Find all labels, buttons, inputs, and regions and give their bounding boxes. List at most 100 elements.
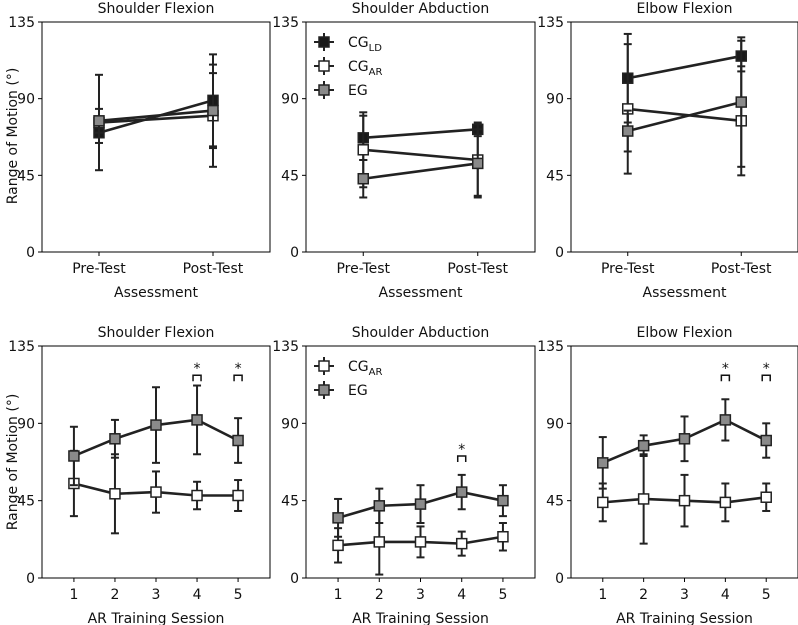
data-point	[455, 486, 468, 498]
data-point	[678, 433, 691, 445]
y-tick-label: 135	[272, 15, 299, 31]
data-point	[191, 489, 203, 502]
series-eg	[357, 128, 484, 199]
series-eg	[93, 72, 219, 150]
series-line	[363, 148, 478, 162]
legend: CGAR EG	[314, 357, 382, 399]
legend-label: EG	[348, 383, 368, 399]
y-axis-label-top: Range of Motion (°)	[5, 68, 21, 205]
legend-entry-cg_ld: CGLD	[314, 33, 382, 54]
data-point	[232, 489, 244, 502]
series-line	[98, 109, 214, 123]
data-point	[150, 419, 162, 431]
y-tick-label: 135	[8, 339, 35, 355]
data-point	[93, 115, 105, 127]
legend-swatch-marker	[318, 84, 330, 96]
data-point	[760, 491, 772, 503]
legend-entry-cg_ar: CGAR	[314, 57, 382, 78]
chart-title: Shoulder Flexion	[98, 1, 215, 17]
data-point	[637, 493, 650, 505]
x-axis-label: Assessment	[114, 285, 198, 301]
x-axis-label: Assessment	[379, 285, 463, 301]
series-line	[627, 100, 742, 133]
x-axis-label: AR Training Session	[352, 611, 489, 625]
x-tick-label: 2	[110, 587, 119, 603]
legend-swatch-marker	[318, 60, 330, 72]
series-line	[627, 107, 742, 123]
y-tick-label: 0	[26, 245, 35, 261]
y-tick-label: 135	[8, 15, 35, 31]
data-point	[622, 125, 634, 137]
x-tick-label: 1	[69, 587, 78, 603]
series-line	[363, 162, 478, 181]
x-tick-label: 1	[334, 587, 343, 603]
x-tick-label: 5	[234, 587, 243, 603]
data-point	[332, 512, 344, 524]
y-tick-label: 90	[546, 92, 564, 108]
chart-title: Elbow Flexion	[636, 1, 732, 17]
data-point	[191, 414, 203, 426]
series-cg_ar	[597, 453, 772, 545]
data-point	[150, 486, 162, 498]
legend-entry-eg: EG	[314, 81, 368, 99]
series-eg	[332, 473, 509, 538]
legend-entry-cg_ar: CGAR	[314, 357, 382, 378]
x-tick-label: 4	[457, 587, 466, 603]
plot-frame	[570, 21, 798, 253]
series-line	[627, 54, 742, 80]
data-point	[357, 144, 369, 156]
data-point	[735, 96, 747, 108]
data-point	[719, 414, 732, 426]
plot-frame	[305, 21, 536, 253]
x-tick-label: Post-Test	[447, 261, 508, 277]
y-tick-label: 45	[546, 494, 564, 510]
legend-label: CGAR	[348, 59, 382, 78]
significance-marker: *	[458, 442, 465, 458]
data-point	[637, 439, 650, 452]
data-point	[760, 434, 772, 447]
x-tick-label: Pre-Test	[601, 261, 655, 277]
data-point	[207, 104, 219, 117]
data-point	[472, 157, 484, 170]
chart-panel-top-shoulder-flexion: 0 45 90 135 Pre-Test Post-Test Shoulder Flexio…	[8, 1, 271, 301]
series-cg_ld	[357, 114, 484, 161]
legend-label-subscript: LD	[369, 43, 383, 54]
series-cg_ar	[357, 111, 484, 197]
y-tick-label: 90	[281, 416, 299, 432]
legend-label: CGAR	[348, 359, 382, 378]
data-point	[109, 488, 121, 500]
x-tick-label: 3	[152, 587, 161, 603]
legend-label: CGLD	[348, 35, 382, 54]
legend-entry-eg: EG	[314, 381, 368, 399]
significance-marker: *	[235, 361, 242, 377]
y-tick-label: 135	[537, 15, 564, 31]
x-tick-label: Post-Test	[183, 261, 244, 277]
y-tick-label: 45	[17, 168, 35, 184]
x-axis-label: AR Training Session	[616, 611, 753, 625]
data-point	[414, 536, 427, 548]
x-tick-label: 1	[598, 587, 607, 603]
x-tick-label: 2	[639, 587, 648, 603]
significance-marker: *	[722, 361, 729, 377]
x-tick-label: 5	[762, 587, 771, 603]
data-point	[232, 434, 244, 447]
series-line	[98, 114, 214, 124]
data-point	[719, 496, 732, 509]
y-tick-label: 90	[546, 416, 564, 432]
data-point	[109, 433, 121, 445]
x-tick-label: Post-Test	[711, 261, 772, 277]
legend-swatch-marker	[318, 384, 330, 396]
legend: CGLD CGAR EG	[314, 33, 382, 99]
legend-label-subscript: AR	[369, 367, 383, 378]
y-tick-label: 0	[555, 245, 564, 261]
legend-swatch-marker	[318, 360, 330, 372]
chart-title: Shoulder Abduction	[352, 1, 490, 17]
significance-bracket	[761, 374, 771, 382]
significance-bracket	[456, 455, 467, 462]
data-point	[357, 172, 369, 185]
y-axis-label-bottom: Range of Motion (°)	[5, 394, 21, 531]
